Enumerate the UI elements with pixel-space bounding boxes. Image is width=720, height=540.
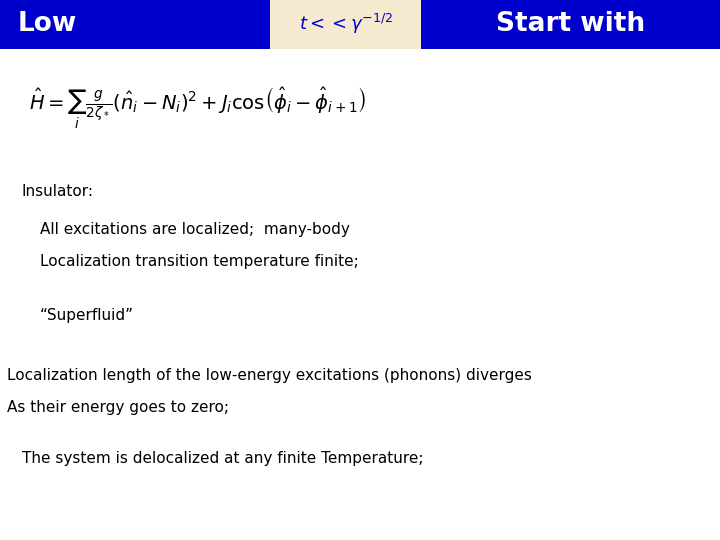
Text: “Superfluid”: “Superfluid” <box>40 308 134 323</box>
Text: Start with: Start with <box>496 11 645 37</box>
Text: $t << \gamma^{-1/2}$: $t << \gamma^{-1/2}$ <box>299 12 392 36</box>
Bar <box>0 0 270 49</box>
Text: Low: Low <box>18 11 77 37</box>
Bar <box>421 0 720 49</box>
Text: Insulator:: Insulator: <box>22 184 94 199</box>
Bar <box>270 0 421 49</box>
Text: Localization length of the low-energy excitations (phonons) diverges: Localization length of the low-energy ex… <box>7 368 532 383</box>
Text: Localization transition temperature finite;: Localization transition temperature fini… <box>40 254 359 269</box>
Text: The system is delocalized at any finite Temperature;: The system is delocalized at any finite … <box>22 451 423 467</box>
Text: As their energy goes to zero;: As their energy goes to zero; <box>7 400 229 415</box>
Text: $\hat{H} = \sum_{i} \frac{g}{2\zeta_*} (\hat{n}_i - N_i)^2 + J_i \cos\!\left(\ha: $\hat{H} = \sum_{i} \frac{g}{2\zeta_*} (… <box>29 85 366 131</box>
Text: All excitations are localized;  many-body: All excitations are localized; many-body <box>40 222 349 237</box>
